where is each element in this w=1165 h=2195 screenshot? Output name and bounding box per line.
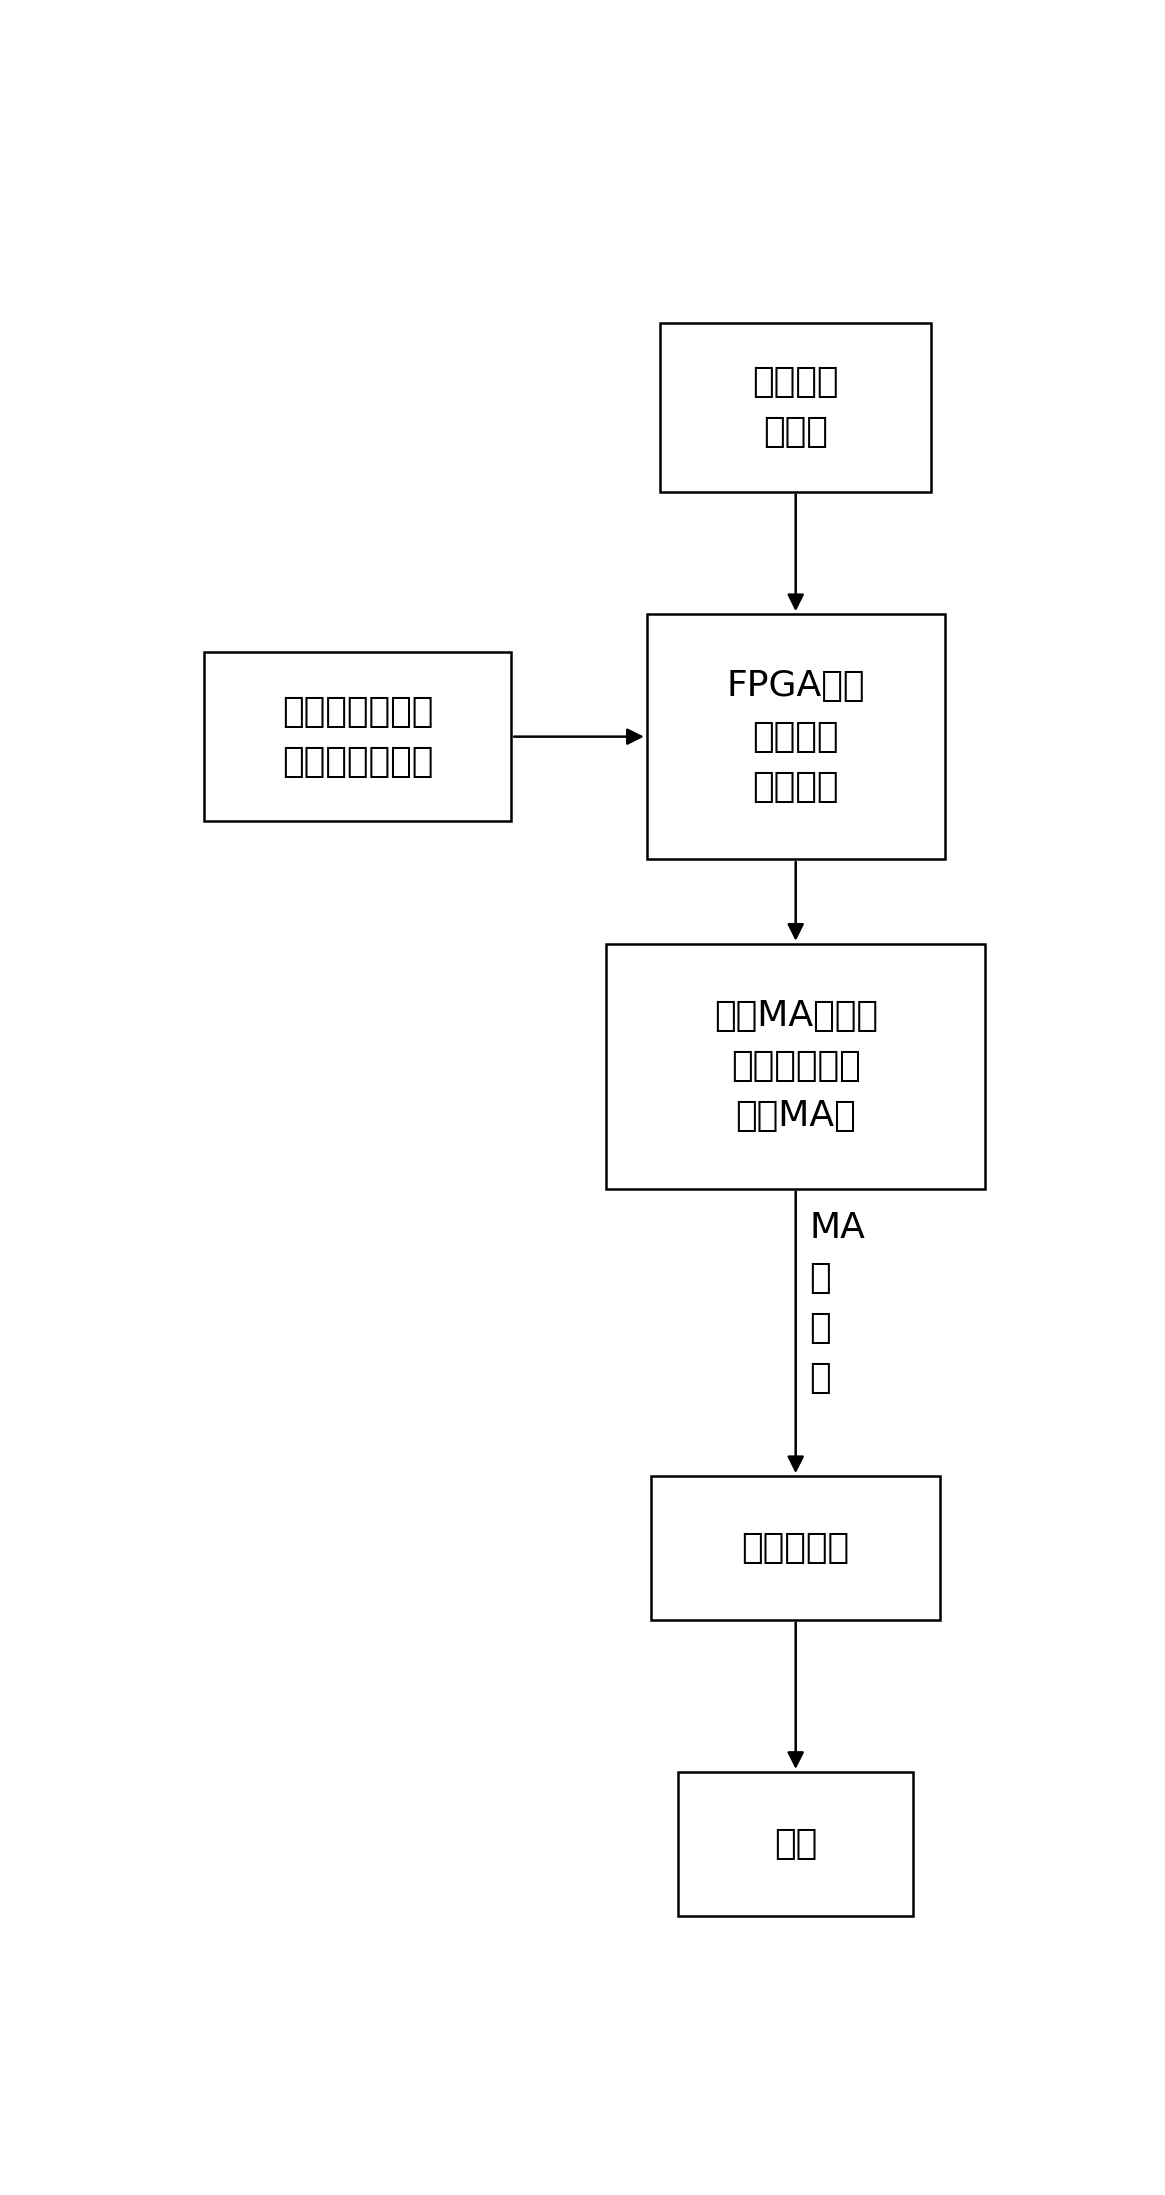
Text: 计算角度
偏差值: 计算角度 偏差值 — [753, 364, 839, 450]
Bar — [651, 1475, 940, 1620]
Text: 滑环编码器实时
输出滑环角度值: 滑环编码器实时 输出滑环角度值 — [282, 694, 433, 779]
Bar — [606, 944, 986, 1190]
Bar — [204, 652, 511, 821]
Text: 球管: 球管 — [774, 1826, 818, 1861]
Bar — [678, 1771, 913, 1916]
Text: 高压发生器: 高压发生器 — [742, 1530, 849, 1565]
Bar — [647, 615, 945, 858]
Text: MA
值
输
出: MA 值 输 出 — [810, 1209, 866, 1396]
Text: FPGA计算
滑环的校
准角度值: FPGA计算 滑环的校 准角度值 — [727, 669, 864, 803]
Bar — [661, 323, 931, 492]
Text: 智能MA模块根
据校准角度值
计算MA值: 智能MA模块根 据校准角度值 计算MA值 — [714, 999, 877, 1133]
